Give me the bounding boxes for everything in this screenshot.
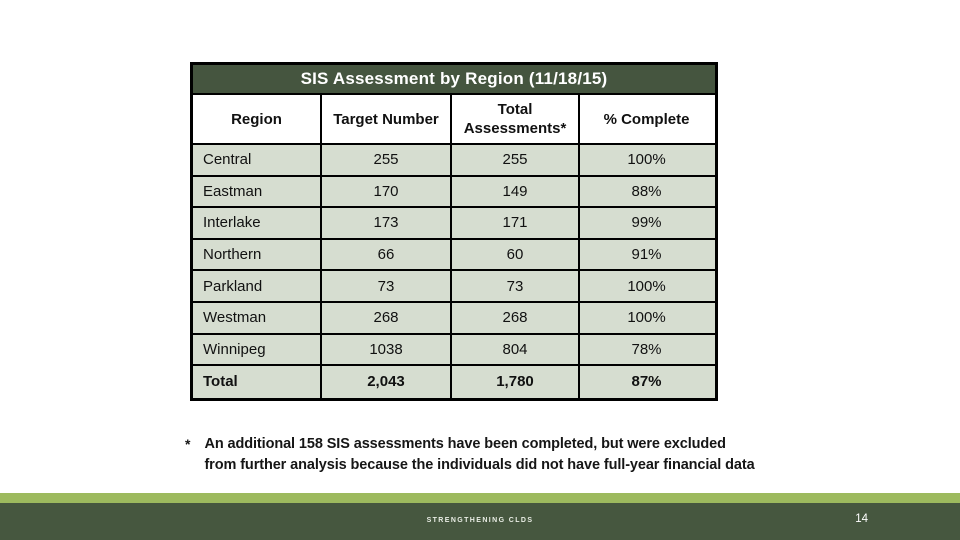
table-title: SIS Assessment by Region (11/18/15) [300,69,608,88]
region-cell: Central [193,145,322,175]
column-header-percent-complete: % Complete [603,110,690,128]
region-cell: Westman [193,302,322,333]
footer-accent-strip [0,493,960,503]
footer-band: STRENGTHENING CLDS 14 [0,503,960,540]
total-cell: 804 [452,334,580,365]
complete-cell: 87% [631,373,662,391]
table-row-interlake: Interlake 173 171 99% [193,208,715,240]
complete-cell: 91% [631,246,662,264]
total-cell: 171 [452,208,580,238]
complete-cell: 88% [631,182,662,200]
sis-assessment-table: SIS Assessment by Region (11/18/15) Regi… [190,62,718,401]
total-cell: 268 [452,302,580,333]
footnote: * An additional 158 SIS assessments have… [185,434,756,476]
region-cell: Winnipeg [193,334,322,365]
total-cell: 149 [452,176,580,207]
target-cell: 73 [322,271,452,301]
complete-cell: 100% [627,151,666,169]
region-cell: Total [193,366,322,398]
complete-cell: 100% [627,309,666,327]
column-header-target-number: Target Number [322,95,452,143]
footnote-asterisk: * [185,436,191,452]
table-row-central: Central 255 255 100% [193,145,715,177]
column-header-region: Region [193,95,322,143]
table-row-westman: Westman 268 268 100% [193,302,715,335]
target-cell: 173 [322,208,452,238]
target-cell: 255 [322,145,452,175]
target-cell: 2,043 [322,366,452,398]
column-header-total-assessments: Total Assessments* [452,95,580,143]
target-cell: 66 [322,239,452,270]
target-cell: 268 [322,302,452,333]
total-cell: 73 [452,271,580,301]
target-cell: 1038 [322,334,452,365]
complete-cell: 78% [631,340,662,358]
target-cell: 170 [322,176,452,207]
total-cell: 60 [452,239,580,270]
region-cell: Interlake [193,208,322,238]
page-number: 14 [855,513,868,525]
region-cell: Northern [193,239,322,270]
table-row-total: Total 2,043 1,780 87% [193,366,715,398]
footer-title: STRENGTHENING CLDS [426,517,534,524]
total-cell: 255 [452,145,580,175]
table-title-bar: SIS Assessment by Region (11/18/15) [193,65,715,95]
complete-cell: 99% [631,214,662,232]
table-row-northern: Northern 66 60 91% [193,239,715,272]
total-cell: 1,780 [452,366,580,398]
table-row-winnipeg: Winnipeg 1038 804 78% [193,334,715,367]
footnote-text: An additional 158 SIS assessments have b… [204,436,755,473]
table-header-row: Region Target Number Total Assessments* … [193,95,715,145]
complete-cell: 100% [627,277,666,295]
region-cell: Eastman [193,176,322,207]
table-row-eastman: Eastman 170 149 88% [193,176,715,209]
region-cell: Parkland [193,271,322,301]
table-row-parkland: Parkland 73 73 100% [193,271,715,303]
